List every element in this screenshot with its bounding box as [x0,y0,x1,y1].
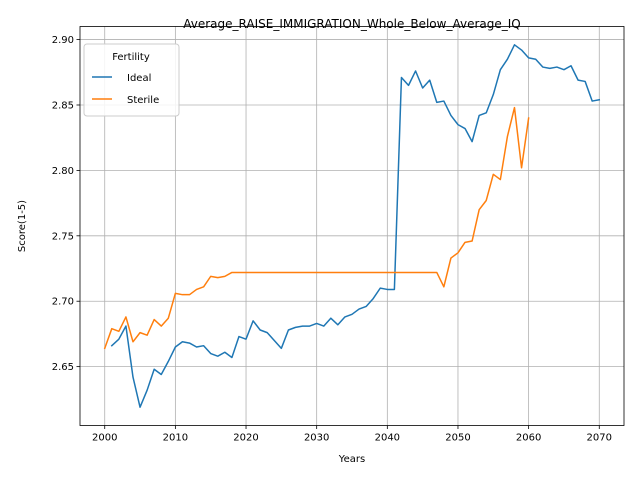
y-axis-ticks: 2.65 2.70 2.75 2.80 2.85 2.90 [52,35,80,373]
y-tick-label: 2.90 [52,35,74,46]
y-tick-label: 2.85 [52,100,74,111]
x-axis-ticks: 2000 2010 2020 2030 2040 2050 2060 2070 [92,425,612,444]
x-tick-label: 2030 [304,433,329,444]
legend-label-ideal: Ideal [127,73,151,84]
chart-title: Average_RAISE_IMMIGRATION_Whole_Below_Av… [183,17,520,31]
series-lines [103,44,601,408]
y-tick-label: 2.65 [52,362,74,373]
y-tick-label: 2.70 [52,297,74,308]
x-tick-label: 2020 [233,433,258,444]
y-axis-label: Score(1-5) [17,200,28,252]
x-tick-label: 2000 [92,433,117,444]
x-tick-label: 2010 [163,433,188,444]
legend-label-sterile: Sterile [127,95,159,106]
x-tick-label: 2060 [516,433,541,444]
legend-box [83,43,180,117]
plot-frame [79,26,625,426]
series-line-sterile [103,106,530,350]
legend-title: Fertility [112,52,150,63]
grid-lines [80,26,624,426]
series-line-ideal [110,44,601,408]
x-axis-label: Years [338,454,365,465]
x-tick-label: 2050 [445,433,470,444]
y-tick-label: 2.75 [52,231,74,242]
x-tick-label: 2040 [375,433,400,444]
legend: Fertility Ideal Sterile [83,43,180,117]
y-tick-label: 2.80 [52,166,74,177]
x-tick-label: 2070 [587,433,612,444]
